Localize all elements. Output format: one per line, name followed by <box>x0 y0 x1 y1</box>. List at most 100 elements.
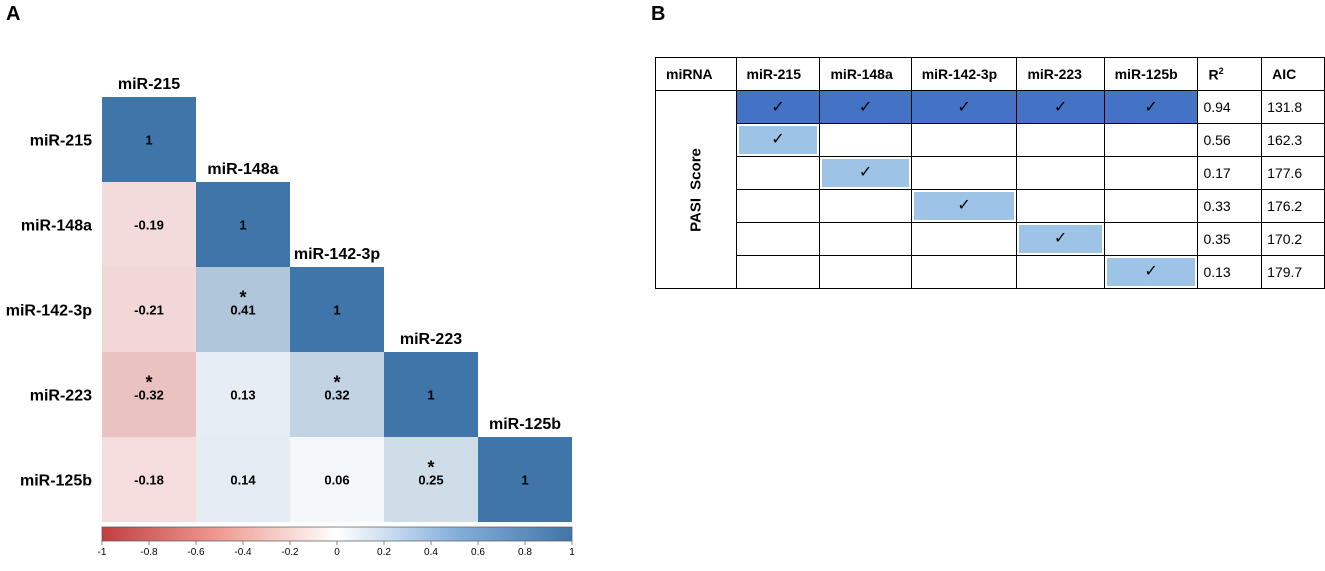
check-mark-icon: ✓ <box>1053 99 1068 116</box>
heatmap-cell-value-3-3: 1 <box>427 388 434 403</box>
row-label-3: miR-223 <box>30 388 92 405</box>
model-table: miRNA miR-215 miR-148a miR-142-3p miR-223 miR… <box>655 57 1325 289</box>
check-cell-3-4 <box>1103 189 1199 223</box>
heatmap-cell-2-2 <box>290 267 384 352</box>
colorbar-tick-label-2: -0.6 <box>187 547 205 558</box>
check-cell-2-4 <box>1103 156 1199 190</box>
table-header-row: miRNA miR-215 miR-148a miR-142-3p miR-223 miR… <box>655 57 1325 91</box>
heatmap-cell-3-1 <box>196 352 290 437</box>
r2-value: 0.33 <box>1197 189 1263 223</box>
r2-value: 0.17 <box>1197 156 1263 190</box>
check-cell-4-1 <box>819 222 912 256</box>
r2-value: 0.94 <box>1197 90 1263 124</box>
heatmap-row-labels: miR-215 miR-148a miR-142-3p miR-223 miR-125b <box>6 133 92 490</box>
check-cell-0-1: ✓ <box>819 90 912 124</box>
table-row: ✓ 0.56 162.3 <box>656 123 1325 157</box>
aic-value: 131.8 <box>1261 90 1325 124</box>
aic-value: 162.3 <box>1261 123 1325 157</box>
check-mark-icon: ✓ <box>1019 225 1102 253</box>
row-label-4: miR-125b <box>20 473 92 490</box>
panel-label-b: B <box>651 3 666 25</box>
column-label-4: miR-125b <box>489 416 561 433</box>
check-cell-1-3 <box>1016 123 1105 157</box>
check-mark-icon: ✓ <box>738 126 818 154</box>
check-cell-3-3 <box>1016 189 1105 223</box>
heatmap-cell-4-3 <box>384 437 478 522</box>
aic-value: 176.2 <box>1261 189 1325 223</box>
heatmap-cell-1-1 <box>196 182 290 267</box>
check-cell-5-1 <box>819 255 912 289</box>
heatmap-cell-3-3 <box>384 352 478 437</box>
heatmap-cell-4-2 <box>290 437 384 522</box>
check-cell-1-4 <box>1103 123 1199 157</box>
significance-star-2-1: * <box>239 288 246 308</box>
check-cell-1-0: ✓ <box>735 123 821 157</box>
check-cell-1-1 <box>819 123 912 157</box>
check-mark-icon: ✓ <box>771 99 785 116</box>
heatmap-cell-3-2 <box>290 352 384 437</box>
heatmap-cells: 1-0.19 1-0.21 0.41*1-0.32*0.13 0.32*1-0.18 0… <box>102 97 572 522</box>
correlation-heatmap: 1-0.19 1-0.21 0.41*1-0.32*0.13 0.32*1-0.18 0… <box>6 76 575 558</box>
colorbar-tick-label-1: -0.8 <box>140 547 158 558</box>
column-label-0: miR-215 <box>118 76 180 93</box>
heatmap-cell-value-2-1: 0.41 <box>230 303 255 318</box>
r2-value: 0.35 <box>1197 222 1263 256</box>
colorbar-tick-label-0: -1 <box>98 547 107 558</box>
table-header-0: miRNA <box>655 57 737 91</box>
check-cell-5-3 <box>1016 255 1105 289</box>
table-body: PASI Score ✓ ✓ ✓ ✓ ✓ 0.94 131.8 ✓ 0.56 162.3 ✓ 0.17 1… <box>655 90 1325 289</box>
heatmap-cell-value-2-0: -0.21 <box>134 303 164 318</box>
check-mark-icon: ✓ <box>913 192 1015 220</box>
check-cell-0-4: ✓ <box>1103 90 1199 124</box>
row-label-0: miR-215 <box>30 133 92 150</box>
check-cell-0-0: ✓ <box>735 90 821 124</box>
heatmap-cell-value-4-4: 1 <box>521 473 528 488</box>
check-cell-4-3: ✓ <box>1016 222 1105 256</box>
column-label-2: miR-142-3p <box>294 246 380 263</box>
check-cell-0-3: ✓ <box>1016 90 1105 124</box>
colorbar-tick-label-5: 0 <box>334 547 340 558</box>
check-cell-2-3 <box>1016 156 1105 190</box>
check-cell-2-1: ✓ <box>819 156 912 190</box>
heatmap-cell-0-0 <box>102 97 196 182</box>
heatmap-cell-value-1-1: 1 <box>239 218 246 233</box>
column-label-3: miR-223 <box>400 331 462 348</box>
heatmap-cell-value-3-2: 0.32 <box>324 388 349 403</box>
check-cell-4-4 <box>1103 222 1199 256</box>
check-mark-icon: ✓ <box>957 99 971 116</box>
heatmap-cell-value-3-0: -0.32 <box>134 388 164 403</box>
row-label-2: miR-142-3p <box>6 303 92 320</box>
table-row: ✓ 0.17 177.6 <box>656 156 1325 190</box>
check-cell-2-2 <box>910 156 1018 190</box>
table-row: PASI Score ✓ ✓ ✓ ✓ ✓ 0.94 131.8 <box>655 90 1325 289</box>
check-mark-icon: ✓ <box>1106 258 1196 286</box>
heatmap-cell-value-4-3: 0.25 <box>418 473 443 488</box>
check-cell-5-2 <box>910 255 1018 289</box>
table-header-2: miR-148a <box>819 57 912 91</box>
table-header-5: miR-125b <box>1103 57 1199 91</box>
table-header-6: R2 <box>1197 57 1263 91</box>
heatmap-cell-2-1 <box>196 267 290 352</box>
colorbar-tick-label-9: 0.8 <box>518 547 532 558</box>
heatmap-cell-value-3-1: 0.13 <box>230 388 255 403</box>
row-group-label: PASI Score <box>687 147 705 232</box>
aic-value: 179.7 <box>1261 255 1325 289</box>
colorbar-tick-label-3: -0.4 <box>234 547 252 558</box>
table-header-4: miR-223 <box>1016 57 1105 91</box>
check-cell-2-0 <box>735 156 821 190</box>
heatmap-cell-value-2-2: 1 <box>333 303 340 318</box>
colorbar-tick-label-4: -0.2 <box>281 547 299 558</box>
heatmap-cell-4-1 <box>196 437 290 522</box>
colorbar-tick-label-10: 1 <box>569 547 575 558</box>
heatmap-cell-1-0 <box>102 182 196 267</box>
heatmap-cell-4-0 <box>102 437 196 522</box>
heatmap-column-labels: miR-215 miR-148a miR-142-3p miR-223 miR-125b <box>118 76 561 433</box>
colorbar <box>101 526 573 542</box>
colorbar-tick-label-6: 0.2 <box>377 547 391 558</box>
colorbar-tick-label-8: 0.6 <box>471 547 485 558</box>
heatmap-cell-4-4 <box>478 437 572 522</box>
colorbar-ticks: -1 -0.8 -0.6 -0.4 -0.2 0 0.2 0.4 0.6 0.8 1 <box>98 541 575 558</box>
r2-value: 0.13 <box>1197 255 1263 289</box>
colorbar-tick-label-7: 0.4 <box>424 547 438 558</box>
check-cell-5-0 <box>735 255 821 289</box>
